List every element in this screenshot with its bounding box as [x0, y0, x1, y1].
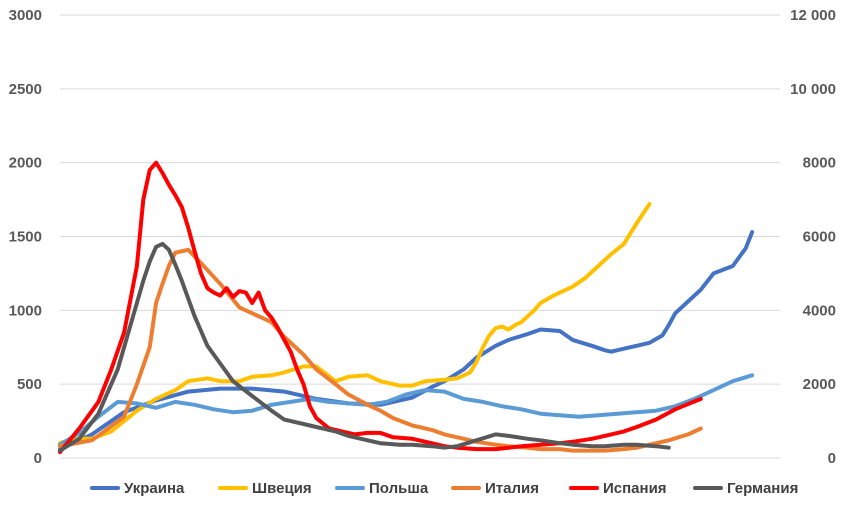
y2-tick-label: 4000: [803, 302, 836, 319]
y-tick-label: 1000: [9, 302, 42, 319]
y-tick-label: 0: [34, 450, 42, 467]
y2-tick-label: 0: [828, 450, 836, 467]
series-line-Испания: [58, 160, 703, 455]
y-tick-label: 2500: [9, 81, 42, 98]
y2-tick-label: 10 000: [790, 81, 836, 98]
y-tick-label: 1500: [9, 229, 42, 246]
gridlines: [60, 14, 780, 459]
right-axis-ticks: 0 2000 4000 6000 8000 10 000 12 000: [790, 7, 836, 467]
y2-tick-label: 8000: [803, 155, 836, 172]
left-axis-ticks: 0 500 1000 1500 2000 2500 3000: [9, 7, 42, 467]
y-tick-label: 2000: [9, 155, 42, 172]
legend-label: Италия: [485, 480, 539, 497]
series-line-Швеция: [58, 202, 652, 446]
legend-label: Украина: [124, 480, 185, 497]
y-tick-label: 500: [17, 376, 42, 393]
y-tick-label: 3000: [9, 7, 42, 24]
legend-label: Швеция: [252, 480, 312, 497]
series-line-Украина: [58, 230, 755, 452]
series-lines: [58, 160, 755, 455]
series-line-Германия: [58, 241, 671, 453]
y2-tick-label: 6000: [803, 229, 836, 246]
legend-label: Польша: [369, 480, 429, 497]
series-line-Италия: [58, 247, 703, 453]
y2-tick-label: 12 000: [790, 7, 836, 24]
y2-tick-label: 2000: [803, 376, 836, 393]
series-line-Польша: [58, 373, 755, 447]
legend-label: Испания: [603, 480, 667, 497]
legend: Украина Швеция Польша Италия Испания Германия: [90, 480, 798, 497]
legend-label: Германия: [727, 480, 798, 497]
